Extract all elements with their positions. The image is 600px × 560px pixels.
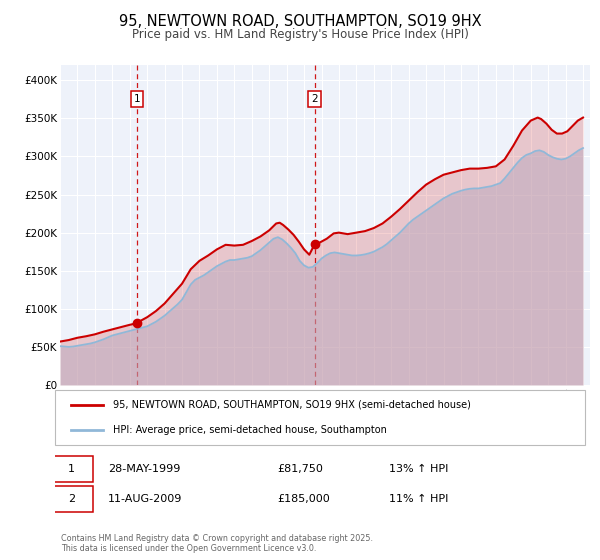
Text: Contains HM Land Registry data © Crown copyright and database right 2025.
This d: Contains HM Land Registry data © Crown c… xyxy=(61,534,373,553)
Text: 2: 2 xyxy=(311,94,318,104)
Text: 1: 1 xyxy=(68,464,75,474)
Text: Price paid vs. HM Land Registry's House Price Index (HPI): Price paid vs. HM Land Registry's House … xyxy=(131,28,469,41)
Text: 11% ↑ HPI: 11% ↑ HPI xyxy=(389,494,448,504)
Text: £185,000: £185,000 xyxy=(278,494,331,504)
Text: 13% ↑ HPI: 13% ↑ HPI xyxy=(389,464,448,474)
Text: 1: 1 xyxy=(134,94,140,104)
Text: 28-MAY-1999: 28-MAY-1999 xyxy=(108,464,181,474)
Text: £81,750: £81,750 xyxy=(278,464,323,474)
Text: 95, NEWTOWN ROAD, SOUTHAMPTON, SO19 9HX: 95, NEWTOWN ROAD, SOUTHAMPTON, SO19 9HX xyxy=(119,14,481,29)
FancyBboxPatch shape xyxy=(50,456,93,482)
Text: 11-AUG-2009: 11-AUG-2009 xyxy=(108,494,182,504)
FancyBboxPatch shape xyxy=(50,486,93,512)
Text: 2: 2 xyxy=(68,494,75,504)
Text: 95, NEWTOWN ROAD, SOUTHAMPTON, SO19 9HX (semi-detached house): 95, NEWTOWN ROAD, SOUTHAMPTON, SO19 9HX … xyxy=(113,400,471,410)
FancyBboxPatch shape xyxy=(55,390,585,445)
Text: HPI: Average price, semi-detached house, Southampton: HPI: Average price, semi-detached house,… xyxy=(113,425,387,435)
